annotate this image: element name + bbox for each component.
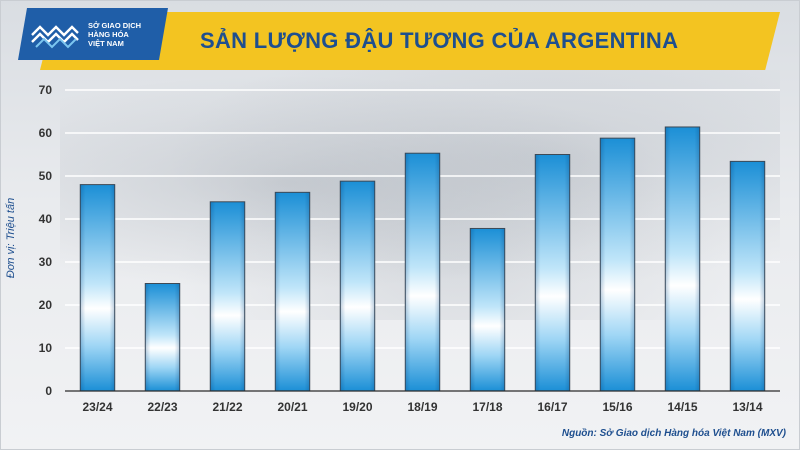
logo-line-3: VIỆT NAM (88, 39, 124, 48)
logo-line-2: HÀNG HÓA (88, 30, 129, 39)
logo-box (18, 8, 168, 60)
x-tick-label: 15/16 (602, 400, 632, 414)
bar-15-16 (599, 137, 636, 392)
x-tick-label: 17/18 (472, 400, 502, 414)
y-tick-label: 10 (39, 341, 53, 355)
x-tick-label: 18/19 (407, 400, 437, 414)
bar-shading (535, 154, 570, 391)
logo-line-1: SỞ GIAO DỊCH (88, 21, 142, 30)
bar-21-22 (209, 201, 246, 392)
y-tick-label: 70 (39, 83, 53, 97)
bar-shading (80, 184, 115, 391)
x-tick-label: 16/17 (537, 400, 567, 414)
x-tick-label: 20/21 (277, 400, 307, 414)
bar-23-24 (79, 184, 116, 392)
source-note: Nguồn: Sở Giao dịch Hàng hóa Việt Nam (M… (561, 428, 786, 439)
y-tick-labels: 0 10 20 30 40 50 60 70 (39, 83, 53, 398)
bar-20-21 (274, 191, 311, 392)
bars (79, 126, 766, 392)
y-tick-label: 50 (39, 169, 53, 183)
bar-17-18 (469, 227, 506, 392)
bar-shading (470, 228, 505, 391)
y-tick-label: 40 (39, 212, 53, 226)
bar-shading (730, 161, 765, 391)
bar-16-17 (534, 154, 571, 392)
y-tick-label: 20 (39, 298, 53, 312)
y-tick-label: 30 (39, 255, 53, 269)
x-tick-label: 23/24 (82, 400, 112, 414)
y-tick-label: 60 (39, 126, 53, 140)
bar-18-19 (404, 152, 441, 392)
bar-shading (340, 181, 375, 391)
bar-13-14 (729, 160, 766, 392)
bar-shading (665, 126, 700, 391)
chart-title: SẢN LƯỢNG ĐẬU TƯƠNG CỦA ARGENTINA (200, 28, 679, 53)
x-tick-label: 13/14 (732, 400, 762, 414)
bar-shading (405, 153, 440, 391)
bar-22-23 (144, 283, 181, 392)
x-tick-label: 21/22 (212, 400, 242, 414)
x-tick-label: 22/23 (147, 400, 177, 414)
bar-shading (275, 192, 310, 391)
bar-shading (210, 201, 245, 391)
y-tick-label: 0 (45, 384, 52, 398)
logo-text: SỞ GIAO DỊCH HÀNG HÓA VIỆT NAM (88, 21, 168, 48)
bar-19-20 (339, 180, 376, 392)
x-tick-label: 19/20 (342, 400, 372, 414)
bar-shading (145, 283, 180, 391)
x-tick-label: 14/15 (667, 400, 697, 414)
x-tick-labels: 23/24 22/23 21/22 20/21 19/20 18/19 17/18 16/17… (82, 400, 762, 414)
bar-shading (600, 138, 635, 391)
mxv-logo-icon (31, 25, 79, 49)
bar-14-15 (664, 126, 701, 392)
